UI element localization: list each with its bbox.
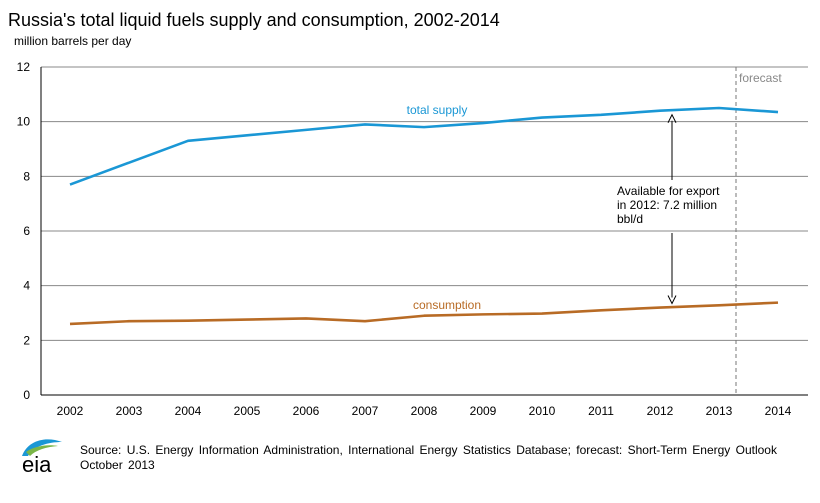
forecast-label: forecast [739, 71, 782, 85]
x-tick-label: 2003 [116, 404, 143, 418]
x-axis-ticks: 2002 2003 2004 2005 2006 2007 2008 2009 2010 2011… [57, 404, 792, 418]
x-tick-label: 2002 [57, 404, 84, 418]
y-tick-label: 12 [17, 60, 31, 74]
x-tick-label: 2012 [647, 404, 674, 418]
y-tick-label: 2 [23, 333, 30, 347]
total-supply-line [69, 106, 779, 186]
series-lines [69, 106, 779, 326]
y-tick-label: 4 [23, 279, 30, 293]
forecast-divider: forecast [735, 67, 782, 395]
x-tick-label: 2006 [293, 404, 320, 418]
eia-logo-swoosh-green [26, 445, 58, 456]
source-note: Source: U.S. Energy Information Administ… [80, 443, 777, 472]
y-tick-label: 8 [23, 169, 30, 183]
y-tick-label: 6 [23, 224, 30, 238]
x-tick-label: 2011 [588, 404, 614, 418]
eia-logo: eia [22, 439, 62, 477]
x-tick-label: 2010 [529, 404, 556, 418]
consumption-line [69, 301, 779, 326]
eia-logo-text: eia [22, 452, 52, 477]
x-tick-label: 2009 [470, 404, 497, 418]
x-tick-label: 2007 [352, 404, 379, 418]
y-tick-label: 0 [23, 388, 30, 402]
y-axis-ticks: 0 2 4 6 8 10 12 [17, 60, 31, 402]
y-tick-label: 10 [17, 115, 31, 129]
y-axis-units-label: million barrels per day [14, 34, 132, 48]
annotation-text-line: bbl/d [617, 212, 643, 226]
eia-logo-swoosh [22, 439, 62, 456]
annotation-text-line: Available for export [617, 184, 720, 198]
chart-title: Russia's total liquid fuels supply and c… [8, 10, 500, 30]
total-supply-label: total supply [407, 103, 468, 117]
series-labels: total supply consumption [407, 103, 481, 312]
consumption-label: consumption [413, 298, 481, 312]
x-tick-label: 2005 [234, 404, 261, 418]
arrowhead-up [667, 113, 677, 123]
x-tick-label: 2013 [706, 404, 733, 418]
x-tick-label: 2008 [411, 404, 438, 418]
arrowhead-down [667, 295, 677, 305]
gridlines [40, 66, 808, 396]
x-tick-label: 2004 [175, 404, 202, 418]
x-tick-label: 2014 [765, 404, 792, 418]
annotation-text-line: in 2012: 7.2 million [617, 198, 717, 212]
